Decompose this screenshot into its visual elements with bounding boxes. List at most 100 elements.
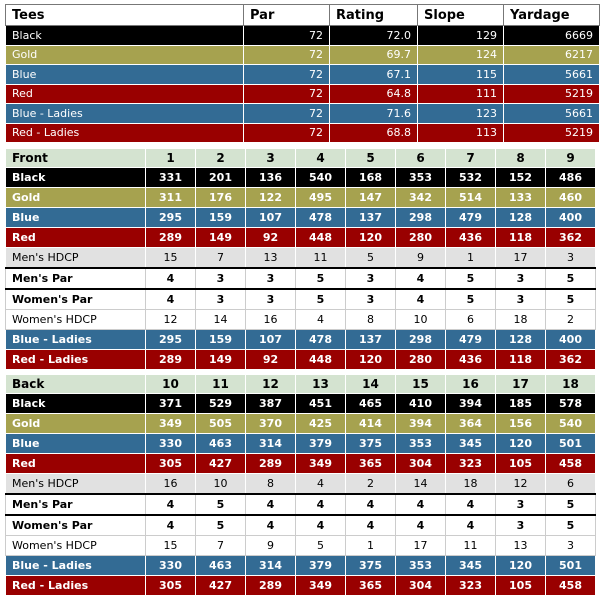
hole-value: 2 bbox=[345, 473, 396, 495]
score-row: Women's Par 4 3 3 5 3 4 5 3 5 bbox=[5, 288, 596, 310]
hole-number: 12 bbox=[245, 374, 296, 394]
row-label: Blue bbox=[5, 207, 146, 228]
summary-header-row: Tees Par Rating Slope Yardage bbox=[5, 4, 600, 26]
hole-value: 5 bbox=[545, 288, 596, 310]
yardage-value: 6669 bbox=[503, 25, 600, 46]
hole-value: 362 bbox=[545, 349, 596, 370]
row-label: Red - Ladies bbox=[5, 575, 146, 596]
score-row: Gold 349 505 370 425 414 394 364 156 540 bbox=[5, 413, 596, 434]
hole-value: 137 bbox=[345, 329, 396, 350]
hole-number: 6 bbox=[395, 148, 446, 168]
hole-value: 353 bbox=[395, 167, 446, 188]
hole-value: 4 bbox=[245, 493, 296, 516]
tee-summary-table: Tees Par Rating Slope Yardage Black 72 72.0 129 6… bbox=[5, 4, 600, 143]
hole-value: 479 bbox=[445, 207, 496, 228]
score-row: Blue - Ladies 330 463 314 379 375 353 345 120 501 bbox=[5, 555, 596, 576]
tee-row: Blue 72 67.1 115 5661 bbox=[5, 64, 600, 85]
hole-value: 4 bbox=[295, 473, 346, 495]
hole-value: 342 bbox=[395, 187, 446, 208]
yardage-value: 5219 bbox=[503, 83, 600, 104]
hole-number: 14 bbox=[345, 374, 396, 394]
hole-value: 6 bbox=[545, 473, 596, 495]
hole-value: 7 bbox=[195, 247, 246, 269]
hole-value: 379 bbox=[295, 433, 346, 454]
score-row: Men's HDCP 16 10 8 4 2 14 18 12 6 bbox=[5, 473, 596, 495]
hole-value: 107 bbox=[245, 207, 296, 228]
hole-value: 156 bbox=[495, 413, 546, 434]
slope-value: 123 bbox=[417, 103, 504, 124]
hole-value: 149 bbox=[195, 349, 246, 370]
tee-row: Gold 72 69.7 124 6217 bbox=[5, 44, 600, 65]
hole-value: 5 bbox=[545, 493, 596, 516]
slope-value: 113 bbox=[417, 122, 504, 143]
hole-value: 120 bbox=[345, 349, 396, 370]
row-label: Men's Par bbox=[5, 493, 146, 516]
section-title: Back bbox=[5, 374, 146, 394]
hole-value: 3 bbox=[495, 267, 546, 290]
column-header: Rating bbox=[329, 4, 418, 26]
par-value: 72 bbox=[243, 44, 330, 65]
hole-value: 9 bbox=[395, 247, 446, 269]
hole-value: 532 bbox=[445, 167, 496, 188]
row-label: Women's Par bbox=[5, 514, 146, 536]
hole-value: 9 bbox=[245, 535, 296, 556]
par-value: 72 bbox=[243, 25, 330, 46]
row-label: Women's Par bbox=[5, 288, 146, 310]
hole-number: 16 bbox=[445, 374, 496, 394]
score-row: Men's Par 4 3 3 5 3 4 5 3 5 bbox=[5, 267, 596, 290]
hole-value: 3 bbox=[245, 267, 296, 290]
hole-value: 501 bbox=[545, 555, 596, 576]
score-row: Blue 295 159 107 478 137 298 479 128 400 bbox=[5, 207, 596, 228]
row-label: Men's Par bbox=[5, 267, 146, 290]
hole-value: 304 bbox=[395, 575, 446, 596]
row-label: Men's HDCP bbox=[5, 247, 146, 269]
hole-number: 15 bbox=[395, 374, 446, 394]
tee-row: Red 72 64.8 111 5219 bbox=[5, 83, 600, 104]
hole-value: 4 bbox=[395, 493, 446, 516]
par-value: 72 bbox=[243, 122, 330, 143]
hole-number: 13 bbox=[295, 374, 346, 394]
hole-value: 379 bbox=[295, 555, 346, 576]
hole-value: 375 bbox=[345, 555, 396, 576]
row-label: Black bbox=[5, 393, 146, 414]
hole-value: 295 bbox=[145, 207, 196, 228]
yardage-value: 5661 bbox=[503, 103, 600, 124]
hole-value: 370 bbox=[245, 413, 296, 434]
hole-value: 168 bbox=[345, 167, 396, 188]
hole-value: 105 bbox=[495, 453, 546, 474]
tee-name: Red bbox=[5, 83, 244, 104]
row-label: Blue bbox=[5, 433, 146, 454]
hole-value: 295 bbox=[145, 329, 196, 350]
slope-value: 124 bbox=[417, 44, 504, 65]
hole-number: 5 bbox=[345, 148, 396, 168]
hole-value: 4 bbox=[295, 309, 346, 330]
hole-value: 15 bbox=[145, 535, 196, 556]
hole-value: 18 bbox=[495, 309, 546, 330]
hole-number: 1 bbox=[145, 148, 196, 168]
rating-value: 64.8 bbox=[329, 83, 418, 104]
hole-value: 365 bbox=[345, 453, 396, 474]
hole-value: 5 bbox=[295, 267, 346, 290]
hole-value: 1 bbox=[445, 247, 496, 269]
score-row: Men's Par 4 5 4 4 4 4 4 3 5 bbox=[5, 493, 596, 516]
hole-value: 10 bbox=[195, 473, 246, 495]
tee-row: Black 72 72.0 129 6669 bbox=[5, 25, 600, 46]
hole-value: 280 bbox=[395, 349, 446, 370]
hole-value: 4 bbox=[295, 493, 346, 516]
hole-value: 387 bbox=[245, 393, 296, 414]
row-label: Men's HDCP bbox=[5, 473, 146, 495]
rating-value: 69.7 bbox=[329, 44, 418, 65]
rating-value: 72.0 bbox=[329, 25, 418, 46]
hole-value: 3 bbox=[495, 514, 546, 536]
score-row: Red - Ladies 305 427 289 349 365 304 323 105 458 bbox=[5, 575, 596, 596]
hole-number: 11 bbox=[195, 374, 246, 394]
score-row: Women's Par 4 5 4 4 4 4 4 3 5 bbox=[5, 514, 596, 536]
slope-value: 129 bbox=[417, 25, 504, 46]
hole-value: 159 bbox=[195, 207, 246, 228]
hole-value: 451 bbox=[295, 393, 346, 414]
hole-number: 10 bbox=[145, 374, 196, 394]
hole-value: 13 bbox=[245, 247, 296, 269]
row-label: Black bbox=[5, 167, 146, 188]
hole-value: 330 bbox=[145, 555, 196, 576]
hole-value: 120 bbox=[495, 555, 546, 576]
